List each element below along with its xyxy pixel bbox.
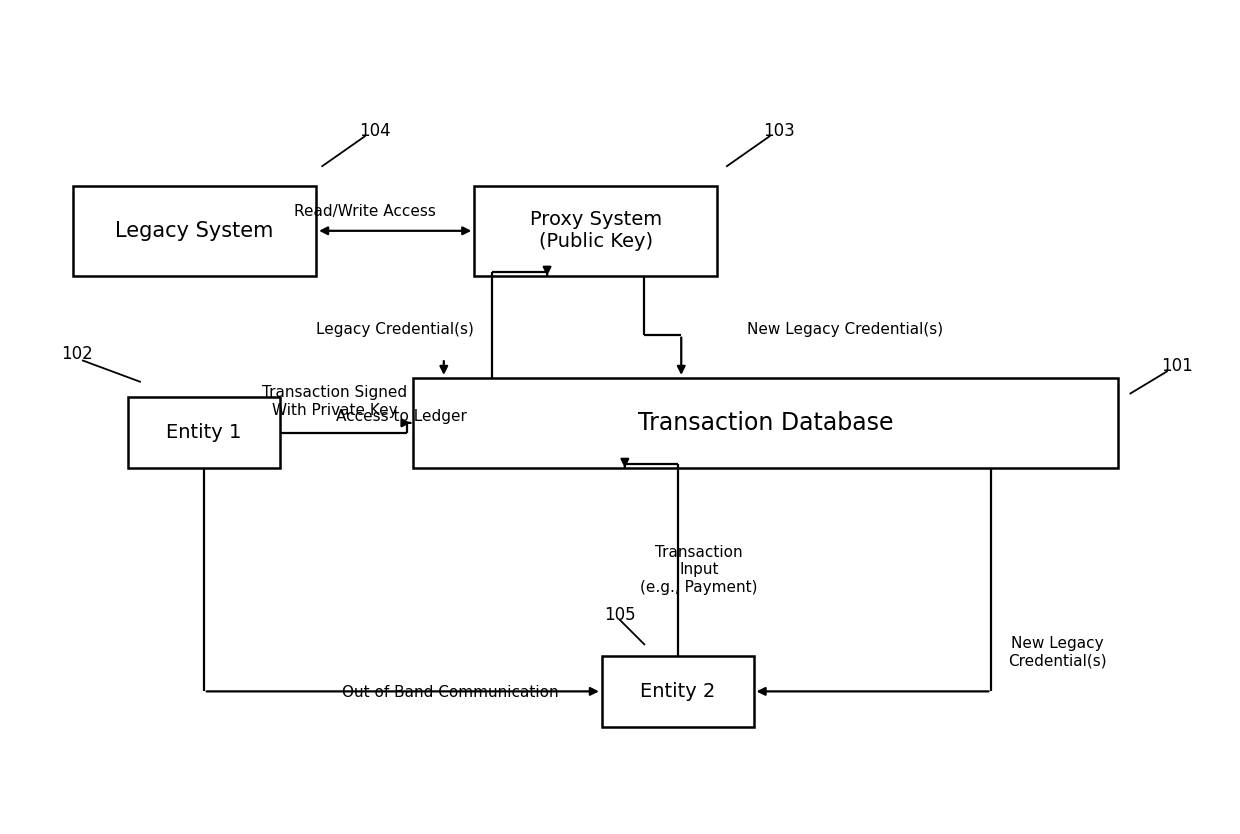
Bar (413, 378, 1118, 468)
Text: Entity 2: Entity 2 (640, 682, 715, 701)
Text: New Legacy Credential(s): New Legacy Credential(s) (746, 322, 942, 337)
Text: New Legacy
Credential(s): New Legacy Credential(s) (1008, 636, 1107, 668)
Text: Transaction Database: Transaction Database (639, 411, 894, 435)
Text: Legacy Credential(s): Legacy Credential(s) (316, 322, 474, 337)
Text: Transaction Signed
With Private Key: Transaction Signed With Private Key (262, 385, 407, 418)
Text: 105: 105 (604, 605, 636, 624)
Bar (128, 398, 280, 468)
Text: Proxy System
(Public Key): Proxy System (Public Key) (529, 210, 662, 251)
Text: Entity 1: Entity 1 (166, 423, 242, 442)
Text: Access to Ledger: Access to Ledger (336, 409, 466, 425)
Text: Out of Band Communication: Out of Band Communication (341, 686, 558, 701)
Bar (73, 186, 316, 276)
Text: Transaction
Input
(e.g., Payment): Transaction Input (e.g., Payment) (640, 545, 758, 595)
Text: Legacy System: Legacy System (115, 221, 274, 241)
Text: 104: 104 (358, 122, 391, 140)
Text: 101: 101 (1161, 357, 1193, 375)
Text: Read/Write Access: Read/Write Access (294, 204, 435, 219)
Bar (601, 656, 754, 726)
Text: 102: 102 (61, 345, 93, 364)
Text: 103: 103 (764, 122, 795, 140)
Bar (474, 186, 717, 276)
